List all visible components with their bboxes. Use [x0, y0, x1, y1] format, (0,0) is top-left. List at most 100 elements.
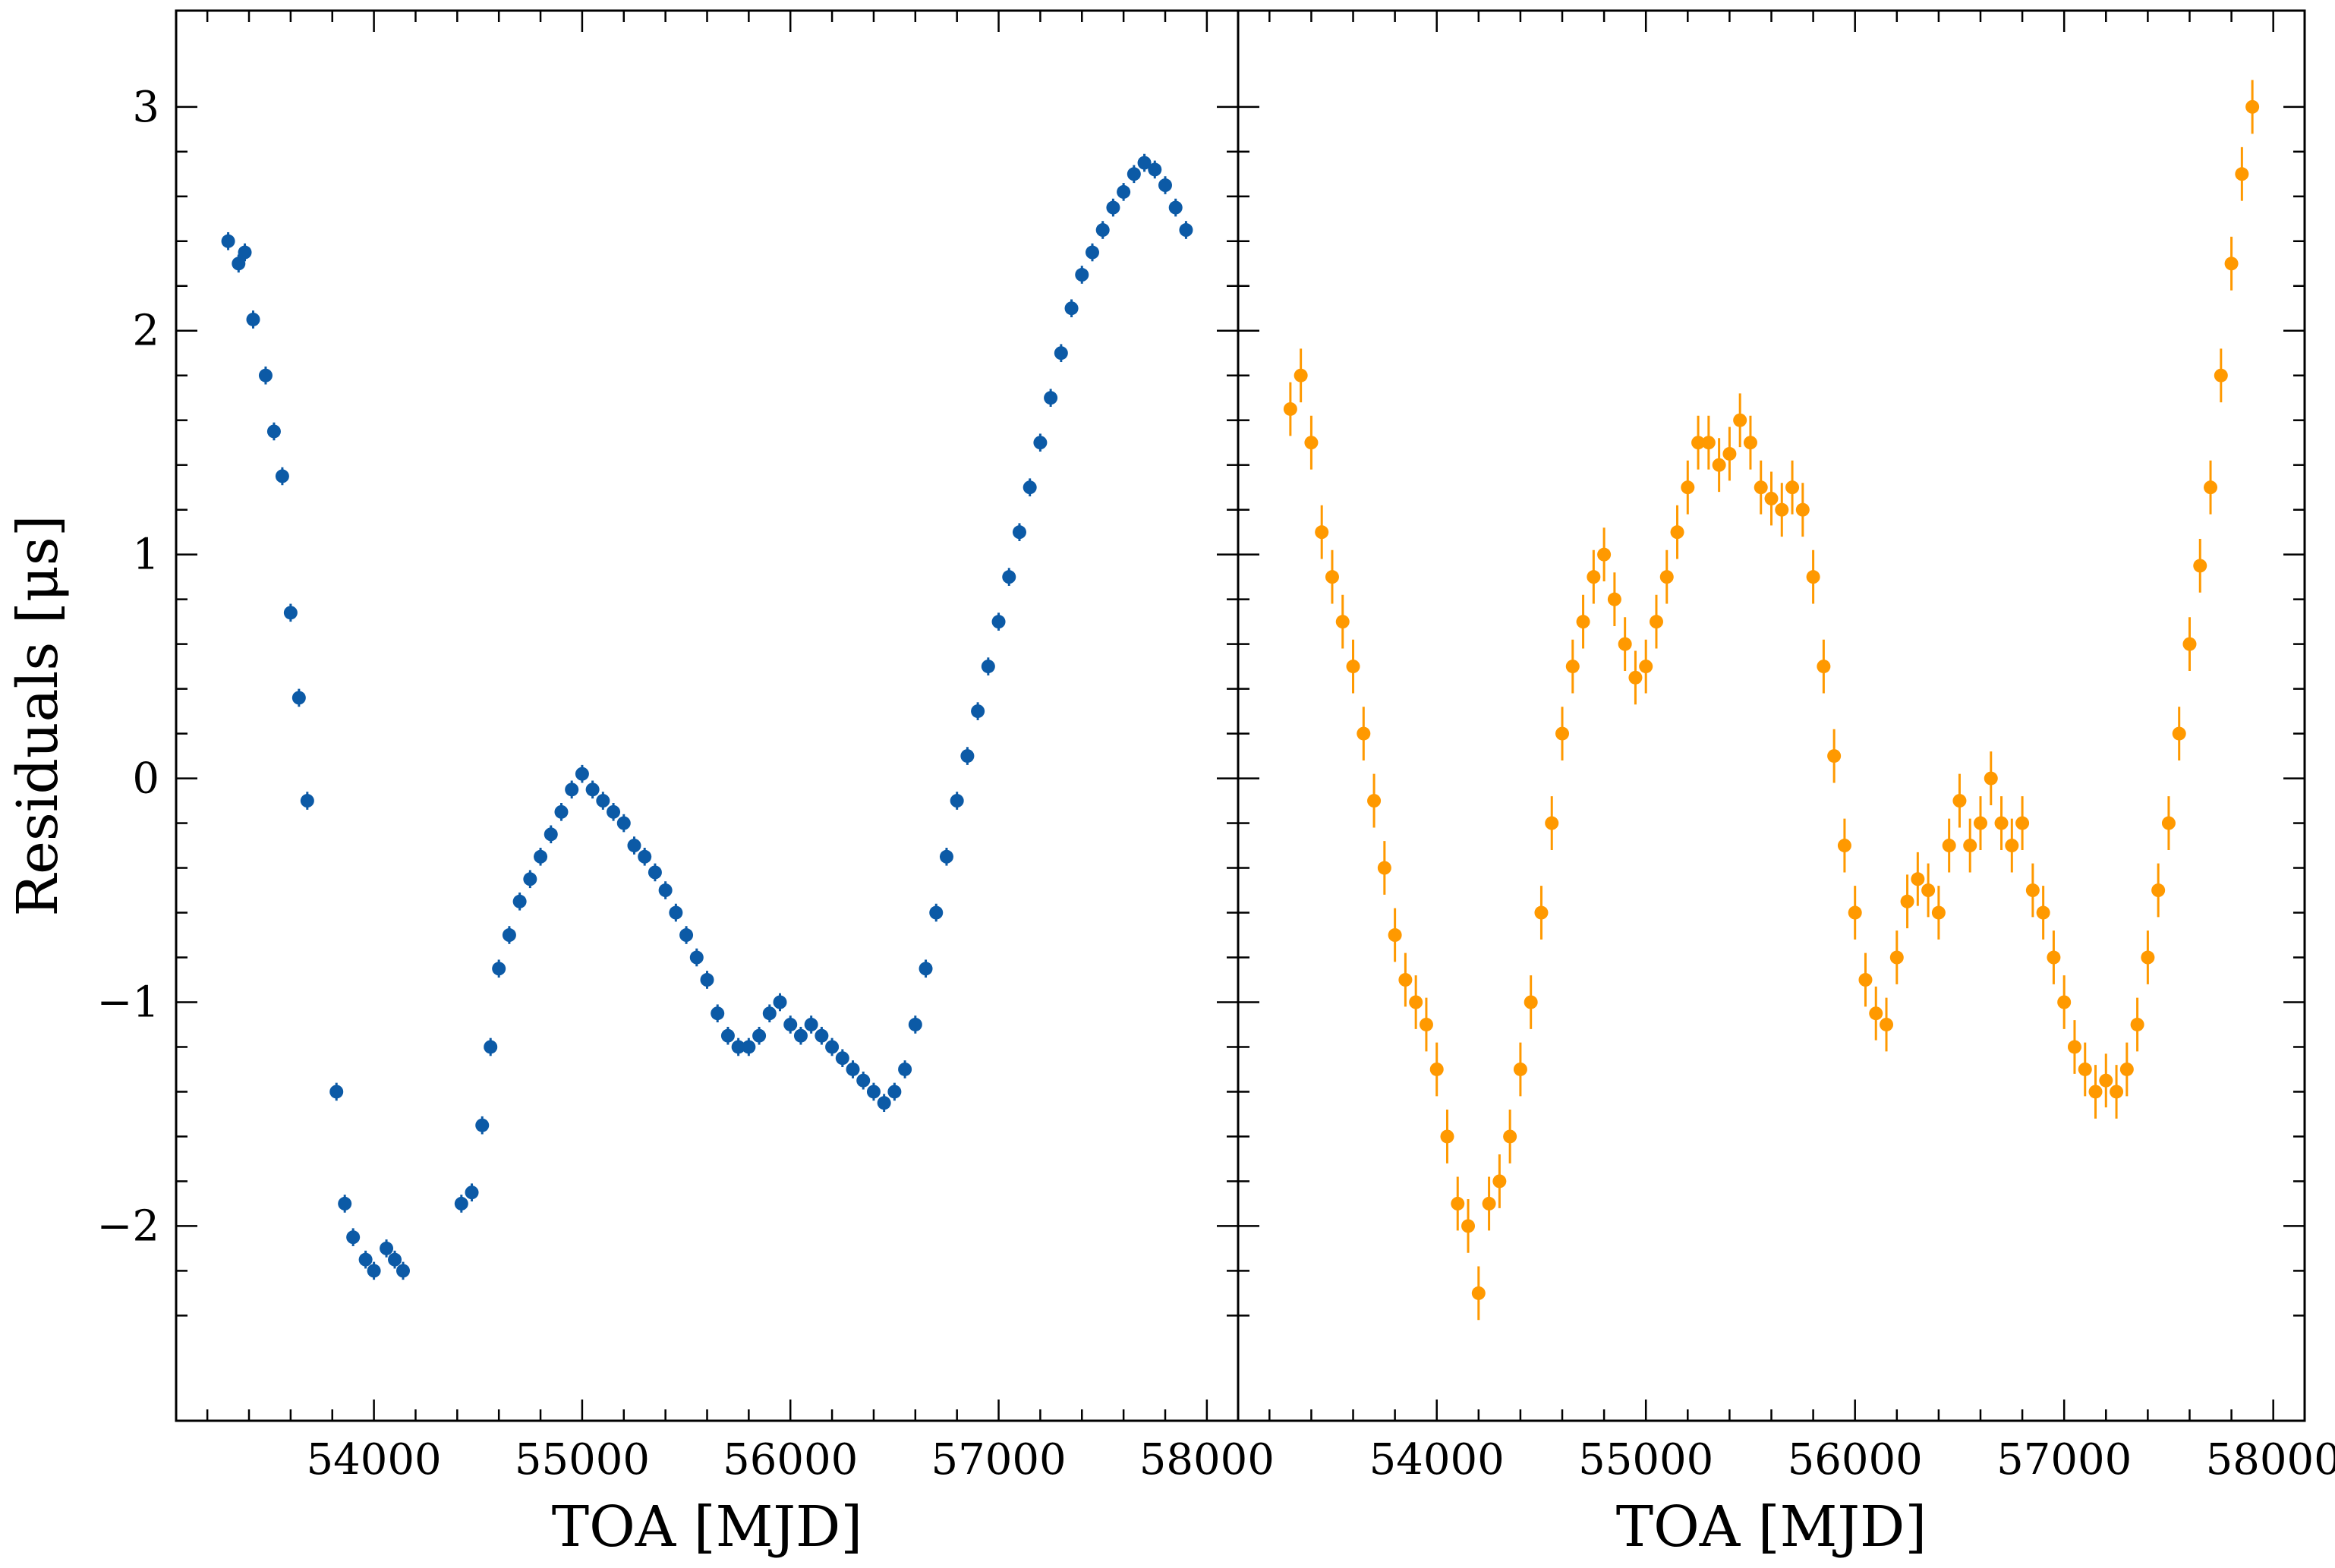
data-point	[329, 1085, 344, 1099]
data-point	[2015, 816, 2030, 830]
data-point	[1576, 615, 1590, 629]
data-point	[1137, 156, 1152, 170]
x-tick-label: 56000	[1788, 1435, 1923, 1485]
x-tick-label: 55000	[1578, 1435, 1713, 1485]
data-point	[523, 872, 537, 886]
data-point	[1315, 525, 1329, 540]
data-point	[1733, 413, 1747, 427]
data-point	[1095, 223, 1110, 238]
data-point	[388, 1252, 402, 1267]
data-point	[258, 368, 273, 383]
data-point	[1471, 1286, 1486, 1300]
data-point	[731, 1040, 745, 1054]
data-point	[1858, 973, 1873, 987]
data-point	[825, 1040, 840, 1054]
data-point	[1524, 995, 1538, 1009]
left-panel: 54000 55000 56000 57000 58000 −2 −1 0 1 2 3 TOA [MJ…	[5, 9, 1275, 1560]
data-point	[1973, 816, 1987, 830]
data-point	[627, 839, 641, 853]
data-point	[283, 606, 298, 620]
data-point	[2245, 99, 2260, 114]
data-point	[2235, 167, 2249, 181]
data-point	[1880, 1017, 1894, 1031]
data-point	[1942, 839, 1956, 853]
data-point	[1806, 570, 1820, 584]
data-point	[512, 894, 527, 908]
data-point	[1064, 301, 1079, 316]
data-point	[1513, 1062, 1527, 1076]
data-point	[596, 794, 610, 808]
data-point	[1002, 570, 1016, 584]
data-point	[711, 1006, 725, 1021]
data-point	[1984, 771, 1998, 786]
data-point	[1085, 245, 1099, 260]
data-point	[762, 1006, 777, 1021]
data-point	[492, 962, 506, 976]
data-point	[1503, 1129, 1517, 1144]
y-tick-label: 0	[132, 754, 159, 804]
data-point	[2078, 1062, 2092, 1076]
data-point	[221, 234, 235, 248]
data-point	[585, 782, 600, 797]
data-point	[669, 905, 683, 920]
data-point	[1952, 794, 1967, 808]
data-point	[1795, 502, 1810, 517]
data-point	[679, 928, 694, 943]
data-point	[1921, 883, 1936, 898]
data-point	[380, 1241, 394, 1255]
data-point	[1377, 861, 1391, 875]
data-point	[804, 1017, 818, 1031]
data-point	[565, 782, 579, 797]
data-point	[475, 1118, 490, 1132]
data-point	[465, 1185, 479, 1200]
data-point	[1075, 268, 1089, 282]
data-point	[1335, 615, 1350, 629]
axes-frame	[175, 9, 1240, 1422]
data-point	[2204, 480, 2218, 495]
data-point	[338, 1196, 352, 1211]
data-point	[484, 1040, 498, 1054]
data-point	[275, 469, 289, 483]
data-point	[835, 1051, 849, 1066]
y-tick-label: −2	[96, 1201, 159, 1251]
data-point	[1044, 391, 1058, 405]
data-point	[1461, 1219, 1476, 1233]
data-point	[1827, 749, 1842, 764]
data-point	[246, 312, 260, 326]
data-point	[700, 973, 714, 987]
data-point	[232, 257, 246, 271]
data-point	[1482, 1196, 1496, 1211]
data-point	[575, 767, 589, 781]
data-point	[2005, 839, 2019, 853]
data-point	[1911, 872, 1925, 886]
data-series	[221, 153, 1193, 1280]
data-point	[1994, 816, 2009, 830]
x-tick-label: 54000	[1369, 1435, 1505, 1485]
data-point	[1283, 401, 1297, 416]
data-point	[358, 1252, 373, 1267]
data-point	[300, 794, 314, 808]
data-point	[291, 691, 306, 705]
data-point	[742, 1040, 756, 1054]
data-point	[346, 1230, 361, 1245]
data-point	[991, 615, 1006, 629]
data-point	[1545, 816, 1559, 830]
data-point	[1681, 480, 1695, 495]
x-tick-label: 57000	[931, 1435, 1066, 1485]
data-point	[2161, 816, 2176, 830]
data-point	[2047, 950, 2061, 965]
data-point	[1304, 436, 1319, 450]
data-point	[1127, 167, 1141, 181]
data-point	[2172, 726, 2186, 741]
data-point	[638, 849, 652, 864]
data-point	[1367, 794, 1382, 808]
right-panel: 54000 55000 56000 57000 58000 TOA [MJD]	[1237, 9, 2335, 1560]
data-point	[1701, 436, 1716, 450]
y-tick-label: 3	[132, 83, 159, 132]
data-point	[658, 883, 673, 898]
data-point	[454, 1196, 468, 1211]
data-point	[1398, 973, 1413, 987]
data-point	[1754, 480, 1768, 495]
data-point	[1033, 436, 1048, 450]
data-point	[1325, 570, 1339, 584]
